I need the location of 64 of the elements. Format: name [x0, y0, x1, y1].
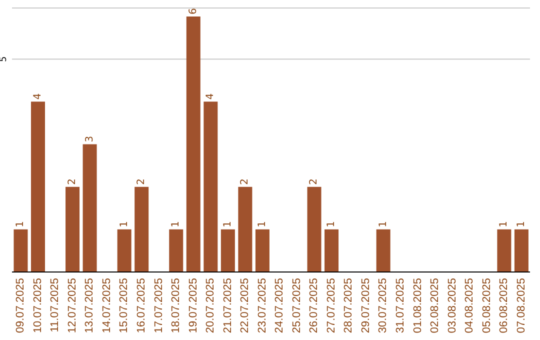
x-tick-label: 26.07.2025 [308, 278, 320, 334]
data-label: 2 [240, 178, 251, 185]
x-tick-label: 28.07.2025 [342, 278, 355, 334]
x-tick-label: 20.07.2025 [204, 278, 217, 334]
x-tick-label: 01.08.2025 [412, 278, 424, 334]
x-tick-label: 18.07.2025 [170, 278, 182, 334]
x-tick-label: 19.07.2025 [187, 278, 200, 334]
data-label: 1 [256, 221, 268, 228]
bar [186, 16, 200, 272]
data-label: 1 [378, 221, 389, 228]
data-label: 1 [15, 221, 26, 228]
x-tick-label: 03.08.2025 [446, 278, 458, 334]
x-tick-label: 21.07.2025 [222, 278, 234, 334]
x-tick-label: 10.07.2025 [32, 278, 44, 334]
data-label: 1 [326, 221, 338, 228]
x-tick-label: 25.07.2025 [290, 278, 303, 334]
x-tick-label: 02.08.2025 [429, 278, 442, 334]
data-label: 2 [308, 178, 320, 185]
data-label: 1 [516, 221, 527, 228]
x-tick-label: 30.07.2025 [377, 278, 390, 334]
x-tick-label: 07.08.2025 [515, 278, 528, 334]
bar [376, 229, 390, 272]
bar [324, 229, 339, 272]
data-label: 6 [188, 8, 199, 15]
bar [204, 102, 218, 272]
bar [14, 229, 28, 272]
bar [514, 229, 528, 272]
bar [220, 229, 235, 272]
x-tick-label: 22.07.2025 [239, 278, 252, 334]
x-tick-label: 15.07.2025 [118, 278, 130, 334]
data-label: 1 [118, 221, 130, 228]
bar [238, 186, 252, 272]
x-tick-label: 14.07.2025 [100, 278, 113, 334]
data-label: 1 [498, 221, 510, 228]
x-tick-label: 09.07.2025 [14, 278, 27, 334]
x-tick-label: 16.07.2025 [136, 278, 148, 334]
x-tick-label: 31.07.2025 [394, 278, 406, 334]
x-tick-label: 13.07.2025 [84, 278, 96, 334]
bar [497, 229, 512, 272]
bar [66, 186, 80, 272]
x-tick-label: 27.07.2025 [325, 278, 338, 334]
bar [255, 229, 270, 272]
bar [82, 144, 97, 272]
bar [117, 229, 132, 272]
bar [169, 229, 184, 272]
data-label: 1 [222, 221, 234, 228]
bar [134, 186, 149, 272]
data-label: 2 [136, 178, 148, 185]
data-label: 4 [205, 93, 216, 100]
x-tick-label: 24.07.2025 [274, 278, 286, 334]
x-tick-label: 17.07.2025 [152, 278, 165, 334]
x-tick-label: 11.07.2025 [49, 278, 62, 332]
x-tick-label: 06.08.2025 [498, 278, 510, 334]
bar [30, 102, 45, 272]
x-tick-label: 12.07.2025 [66, 278, 78, 334]
x-tick-label: 04.08.2025 [464, 278, 476, 334]
data-label: 4 [32, 93, 44, 100]
data-label: 1 [170, 221, 182, 228]
data-label: 3 [84, 136, 96, 142]
x-tick-label: 05.08.2025 [480, 278, 493, 334]
bar [307, 186, 322, 272]
x-tick-label: 23.07.2025 [256, 278, 268, 334]
data-label: 2 [67, 178, 78, 185]
x-tick-label: 29.07.2025 [360, 278, 372, 334]
